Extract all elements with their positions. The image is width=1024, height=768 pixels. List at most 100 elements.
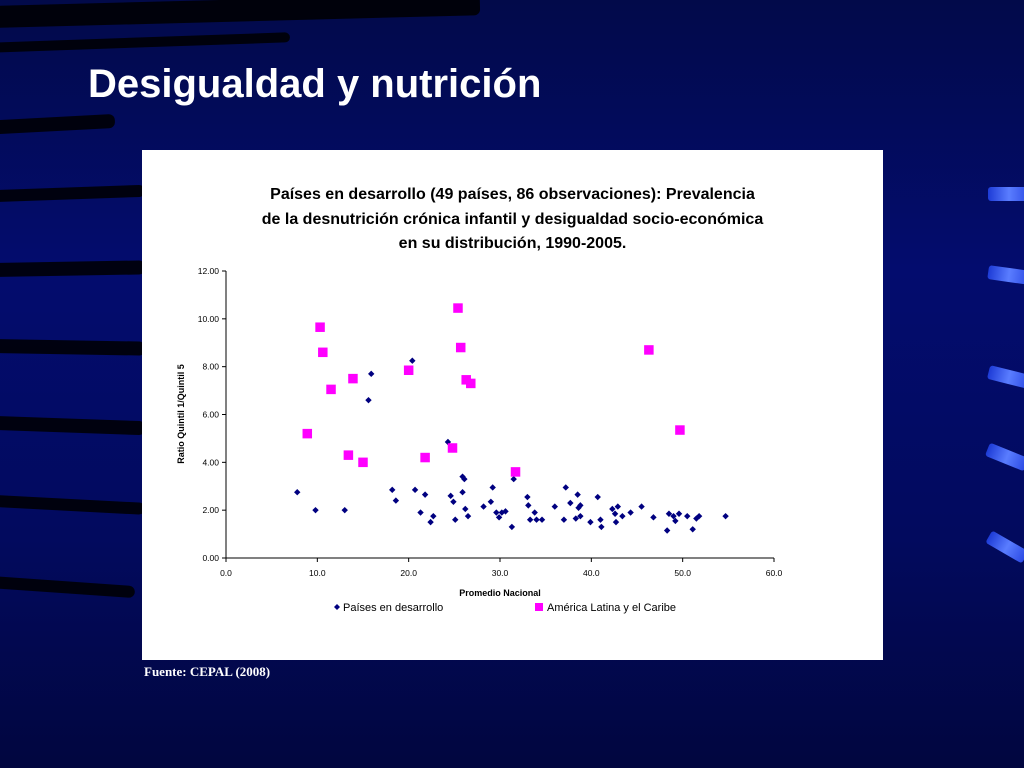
chart-axes: 0.00 2.00 4.00 6.00 8.00 10.00 12.00 0.0 10.0 20.…	[198, 266, 783, 578]
background-stripe	[0, 414, 146, 436]
chart-legend: Países en desarrollo América Latina y el …	[334, 602, 676, 614]
scatter-chart: 0.00 2.00 4.00 6.00 8.00 10.00 12.00 0.0 10.0 20.…	[176, 266, 783, 614]
data-point-developing	[587, 518, 594, 526]
x-tick-label: 40.0	[583, 568, 600, 578]
data-point-developing	[409, 357, 416, 364]
data-point-latam	[403, 365, 414, 376]
background-stripe	[0, 573, 136, 599]
background-stripe	[0, 338, 146, 356]
data-point-developing	[684, 512, 691, 520]
data-point-developing	[693, 515, 700, 522]
chart-title-line: de la desnutrición crónica infantil y de…	[261, 210, 764, 228]
data-point-developing	[452, 516, 459, 523]
data-point-developing	[487, 498, 495, 505]
legend-marker-latam	[535, 603, 543, 611]
data-point-developing	[389, 486, 396, 494]
decorative-dash	[988, 187, 1024, 201]
data-point-latam	[420, 452, 430, 463]
data-point-developing	[480, 503, 487, 510]
data-point-developing	[493, 509, 500, 516]
data-point-latam	[315, 322, 325, 332]
data-point-developing	[627, 509, 634, 516]
x-tick-label: 30.0	[492, 568, 509, 578]
legend-label-latam: América Latina y el Caribe	[547, 602, 676, 614]
data-point-developing	[594, 493, 601, 501]
x-tick-label: 20.0	[400, 568, 417, 578]
background-stripe	[0, 0, 481, 29]
data-point-developing	[612, 518, 620, 526]
data-point-latam	[675, 425, 685, 435]
y-tick-label: 12.00	[198, 266, 220, 276]
data-point-developing	[525, 502, 532, 509]
y-tick-label: 6.00	[202, 410, 219, 420]
data-point-latam	[348, 373, 358, 384]
data-point-developing	[411, 486, 419, 494]
data-point-developing	[533, 516, 540, 523]
data-point-developing	[450, 498, 457, 505]
data-point-latam	[326, 384, 336, 395]
data-point-developing	[462, 505, 469, 513]
data-point-latam	[302, 428, 313, 439]
data-point-latam	[466, 378, 476, 389]
data-point-latam	[343, 450, 354, 460]
data-point-developing	[598, 523, 605, 531]
data-point-developing	[365, 396, 372, 404]
x-tick-label: 0.0	[220, 568, 232, 578]
data-point-developing	[562, 484, 569, 491]
chart-marks	[294, 303, 729, 534]
data-point-latam	[447, 443, 458, 453]
decorative-dash	[987, 265, 1024, 285]
data-point-developing	[689, 526, 696, 533]
data-point-developing	[430, 512, 437, 520]
data-point-developing	[638, 503, 645, 510]
y-tick-label: 0.00	[202, 553, 219, 563]
chart-panel: Países en desarrollo (49 países, 86 obse…	[142, 150, 883, 660]
data-point-developing	[560, 516, 568, 523]
data-point-developing	[567, 499, 574, 507]
data-point-developing	[665, 510, 673, 517]
data-point-developing	[675, 510, 683, 517]
data-point-developing	[459, 489, 466, 496]
source-note: Fuente: CEPAL (2008)	[144, 664, 271, 679]
data-point-developing	[495, 514, 503, 521]
x-tick-label: 10.0	[309, 568, 326, 578]
data-point-developing	[392, 497, 400, 504]
chart-title-line: Países en desarrollo (49 países, 86 obse…	[270, 186, 755, 203]
data-point-developing	[421, 491, 429, 498]
data-point-developing	[650, 514, 657, 521]
data-point-developing	[597, 516, 604, 523]
chart-title: Países en desarrollo (49 países, 86 obse…	[142, 183, 883, 257]
data-point-developing	[510, 475, 517, 483]
data-point-latam	[453, 303, 463, 313]
y-tick-label: 10.00	[198, 314, 220, 324]
data-point-developing	[663, 527, 671, 534]
data-point-developing	[447, 492, 454, 500]
data-point-developing	[294, 489, 301, 496]
data-point-developing	[722, 512, 729, 520]
data-point-developing	[368, 370, 375, 378]
data-point-developing	[524, 493, 531, 501]
data-point-developing	[614, 503, 622, 510]
data-point-developing	[619, 512, 626, 520]
background-stripe	[0, 260, 146, 278]
data-point-latam	[358, 457, 368, 468]
legend-marker-developing	[334, 604, 340, 610]
data-point-developing	[461, 475, 468, 483]
data-point-developing	[551, 503, 558, 510]
y-tick-label: 8.00	[202, 362, 219, 372]
data-point-developing	[498, 509, 506, 516]
y-tick-label: 2.00	[202, 505, 219, 515]
background-stripe	[0, 32, 291, 54]
data-point-latam	[455, 342, 466, 353]
x-axis-label: Promedio Nacional	[459, 588, 541, 598]
data-point-developing	[508, 523, 516, 531]
data-point-developing	[341, 506, 348, 514]
y-axis-label: Ratio Quintil 1/Quintil 5	[176, 364, 186, 464]
decorative-dash	[984, 442, 1024, 472]
data-point-developing	[312, 506, 319, 514]
x-tick-label: 60.0	[766, 568, 783, 578]
data-point-developing	[572, 515, 580, 522]
data-point-developing	[417, 509, 424, 516]
data-point-developing	[427, 518, 434, 526]
data-point-developing	[464, 512, 472, 520]
